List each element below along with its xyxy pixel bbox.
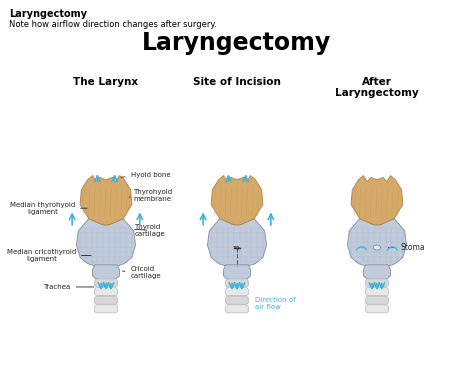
Text: Note how airflow direction changes after surgery.: Note how airflow direction changes after… <box>9 20 217 29</box>
Polygon shape <box>92 265 119 280</box>
Polygon shape <box>80 176 132 225</box>
Text: Hyoid bone: Hyoid bone <box>121 172 170 178</box>
Polygon shape <box>347 219 407 267</box>
Polygon shape <box>365 305 389 313</box>
Polygon shape <box>365 279 389 287</box>
Text: Thyrohyoid
membrane: Thyrohyoid membrane <box>129 189 172 202</box>
Polygon shape <box>351 176 403 225</box>
Polygon shape <box>364 265 391 280</box>
Text: Trachea: Trachea <box>44 284 94 290</box>
Text: Site of Incision: Site of Incision <box>193 77 281 87</box>
Text: Stoma: Stoma <box>388 243 425 252</box>
Text: Laryngectomy: Laryngectomy <box>9 9 87 19</box>
Text: Thyroid
cartilage: Thyroid cartilage <box>134 224 165 237</box>
Ellipse shape <box>373 245 381 250</box>
Text: After
Laryngectomy: After Laryngectomy <box>335 77 419 99</box>
Polygon shape <box>94 288 118 296</box>
Polygon shape <box>223 265 251 280</box>
Polygon shape <box>225 296 249 304</box>
Text: Median cricothyroid
ligament: Median cricothyroid ligament <box>7 249 91 262</box>
Polygon shape <box>208 219 266 267</box>
Polygon shape <box>211 176 263 225</box>
Polygon shape <box>365 288 389 296</box>
Polygon shape <box>225 305 249 313</box>
Polygon shape <box>94 305 118 313</box>
Text: The Larynx: The Larynx <box>73 77 138 87</box>
Text: Laryngectomy: Laryngectomy <box>142 31 332 55</box>
Polygon shape <box>225 288 249 296</box>
Polygon shape <box>365 296 389 304</box>
Polygon shape <box>94 296 118 304</box>
Polygon shape <box>94 279 118 287</box>
Text: Cricoid
cartilage: Cricoid cartilage <box>122 266 161 279</box>
Polygon shape <box>225 279 249 287</box>
Text: Median thyrohyoid
ligament: Median thyrohyoid ligament <box>9 202 87 215</box>
Text: Direction of
air flow: Direction of air flow <box>255 297 296 310</box>
Polygon shape <box>76 219 136 267</box>
